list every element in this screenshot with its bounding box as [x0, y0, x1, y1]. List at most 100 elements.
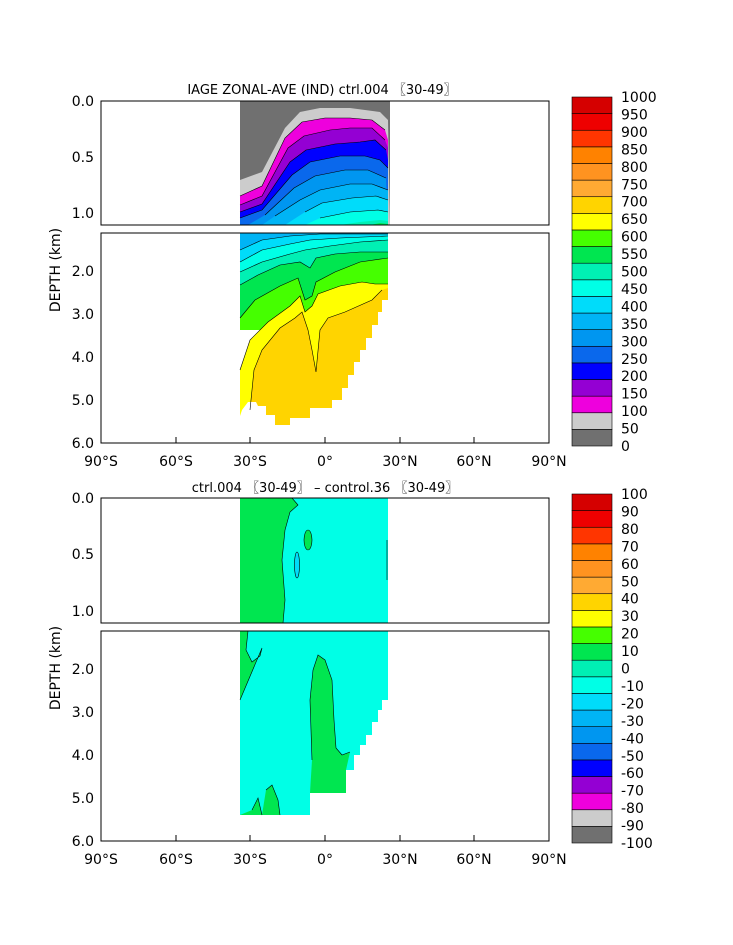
diff-colorbar-label: -60 — [621, 766, 644, 782]
age-colorbar-label: 750 — [621, 177, 648, 193]
age-colorbar-label: 700 — [621, 195, 648, 211]
diff-fill-lower-pos-left — [240, 631, 262, 700]
diff-xtick-marks — [100, 835, 550, 841]
diff-colorbar-label: 90 — [621, 504, 639, 520]
age-colorbar-label: 800 — [621, 160, 648, 176]
diff-colorbar-label: 60 — [621, 557, 639, 573]
diff-colorbar-swatch — [571, 576, 613, 595]
diff-colorbar-swatch — [571, 626, 613, 644]
diff-colorbar-swatch — [571, 809, 613, 827]
age-colorbar-swatch — [571, 196, 613, 214]
age-colorbar-swatch — [571, 262, 613, 281]
age-colorbar-swatch — [571, 412, 613, 430]
diff-colorbar-swatch — [571, 693, 613, 711]
age-colorbar: 0501001502002503003504004505005506006507… — [571, 90, 657, 455]
age-colorbar-swatch — [571, 96, 613, 114]
age-ytick-4: 3.0 — [72, 307, 94, 323]
diff-colorbar-label: -70 — [621, 784, 644, 800]
age-xtick-5: 60°N — [456, 454, 491, 470]
diff-ytick-6: 5.0 — [72, 791, 94, 807]
age-colorbar-label: 550 — [621, 247, 648, 263]
diff-xtick-4: 30°N — [382, 852, 417, 868]
age-colorbar-swatch — [571, 345, 613, 364]
age-ytick-3: 2.0 — [72, 264, 94, 280]
age-ytick-2: 1.0 — [72, 206, 94, 222]
age-xtick-0: 90°S — [84, 454, 118, 470]
age-fill-450 — [305, 210, 388, 225]
age-colorbar-swatch — [571, 362, 613, 380]
diff-colorbar-label: 20 — [621, 627, 639, 643]
age-colorbar-label: 600 — [621, 230, 648, 246]
diff-colorbar-label: 100 — [621, 487, 648, 503]
diff-colorbar-label: -10 — [621, 679, 644, 695]
age-colorbar-swatch — [571, 113, 613, 131]
panel-age-title: IAGE ZONAL-AVE (IND) ctrl.004 〖30-49〗 — [187, 83, 456, 98]
age-fill-lower-750 — [250, 288, 388, 425]
diff-upper-contour — [281, 498, 299, 623]
age-colorbar-label: 150 — [621, 387, 648, 403]
age-colorbar-swatch — [571, 395, 613, 414]
diff-fill-lower-pos-bottom — [240, 785, 280, 815]
age-colorbar-label: 300 — [621, 334, 648, 350]
age-colorbar-label: 0 — [621, 439, 630, 455]
diff-land-right — [310, 700, 388, 841]
panel-diff-upper-field — [240, 498, 388, 623]
diff-xtick-3: 0° — [317, 852, 333, 868]
panel-age-upper-frame — [100, 100, 550, 226]
diff-colorbar-label: -30 — [621, 714, 644, 730]
diff-colorbar-swatch — [571, 659, 613, 678]
diff-colorbar-swatch — [571, 493, 613, 511]
diff-xtick-6: 90°N — [531, 852, 566, 868]
age-land-bottom — [240, 402, 275, 425]
panel-diff: ctrl.004 〖30-49〗 – control.36 〖30-49〗 — [48, 481, 653, 868]
diff-upper-blob-1 — [303, 529, 313, 551]
age-ytick-0: 0.0 — [72, 94, 94, 110]
diff-ytick-4: 3.0 — [72, 705, 94, 721]
age-colorbar-label: 350 — [621, 317, 648, 333]
diff-colorbar-swatch — [571, 792, 613, 811]
age-colorbar-swatch — [571, 296, 613, 314]
age-colorbar-label: 650 — [621, 212, 648, 228]
diff-colorbar-label: -50 — [621, 749, 644, 765]
age-xtick-3: 0° — [317, 454, 333, 470]
age-colorbar-swatch — [571, 229, 613, 247]
panel-age: IAGE ZONAL-AVE (IND) ctrl.004 〖30-49〗 — [48, 83, 657, 470]
diff-xtick-2: 30°S — [233, 852, 267, 868]
panel-diff-title: ctrl.004 〖30-49〗 – control.36 〖30-49〗 — [192, 481, 458, 496]
age-ytick-6: 5.0 — [72, 393, 94, 409]
diff-fill-lower-pos-center — [310, 655, 350, 793]
age-colorbar-label: 100 — [621, 404, 648, 420]
diff-colorbar-swatch — [571, 826, 613, 844]
age-ytick-1: 0.5 — [72, 150, 94, 166]
panel-age-lower-field — [239, 233, 389, 443]
age-colorbar-label: 1000 — [621, 90, 657, 106]
diff-colorbar-swatch — [571, 610, 613, 628]
diff-colorbar-swatch — [571, 510, 613, 528]
age-xtick-6: 90°N — [531, 454, 566, 470]
diff-ytick-5: 4.0 — [72, 748, 94, 764]
age-xtick-1: 60°S — [159, 454, 193, 470]
diff-colorbar-label: -100 — [621, 836, 653, 852]
diff-colorbar-label: 10 — [621, 644, 639, 660]
panel-diff-lower-field — [239, 631, 388, 841]
diff-xtick-1: 60°S — [159, 852, 193, 868]
age-colorbar-label: 400 — [621, 299, 648, 315]
age-xtick-2: 30°S — [233, 454, 267, 470]
diff-lower-contours — [239, 631, 351, 816]
age-colorbar-label: 250 — [621, 352, 648, 368]
diff-colorbar-swatch — [571, 676, 613, 694]
diff-colorbar-label: 0 — [621, 662, 630, 678]
diff-ytick-2: 1.0 — [72, 604, 94, 620]
age-colorbar-label: 950 — [621, 107, 648, 123]
age-colorbar-swatch — [571, 213, 613, 231]
age-colorbar-swatch — [571, 146, 613, 164]
age-lower-contours — [239, 233, 389, 411]
diff-xtick-5: 60°N — [456, 852, 491, 868]
diff-colorbar-swatch — [571, 643, 613, 661]
panel-age-upper-field — [239, 101, 390, 225]
age-colorbar-swatch — [571, 379, 613, 397]
diff-colorbar-swatch — [571, 726, 613, 744]
diff-land-bottom — [240, 815, 310, 841]
age-colorbar-label: 850 — [621, 142, 648, 158]
diff-colorbar-swatch — [571, 526, 613, 545]
